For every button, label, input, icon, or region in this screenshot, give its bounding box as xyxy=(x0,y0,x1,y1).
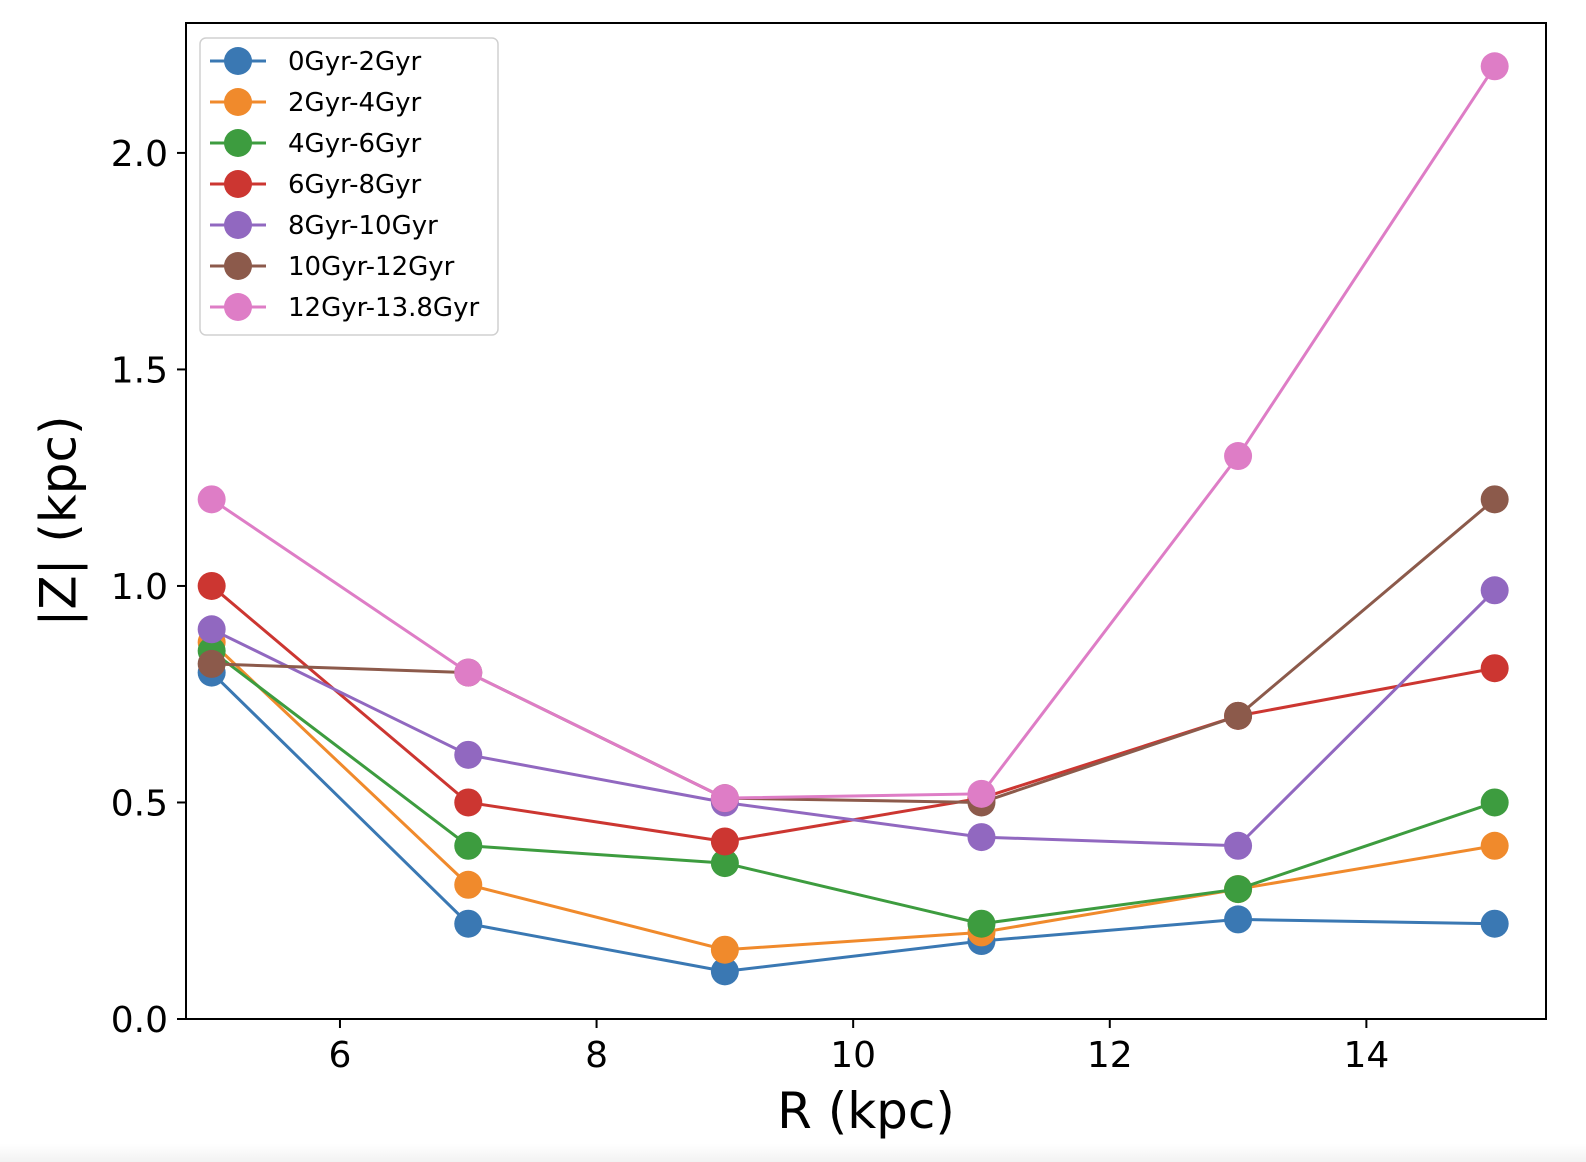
legend-label: 8Gyr-10Gyr xyxy=(288,211,438,241)
series-0Gyr-2Gyr xyxy=(197,658,1509,986)
x-axis-label: R (kpc) xyxy=(777,1082,955,1140)
data-point xyxy=(454,831,483,860)
data-point xyxy=(454,788,483,817)
legend-item: 0Gyr-2Gyr xyxy=(210,47,422,77)
legend-label: 2Gyr-4Gyr xyxy=(288,88,422,118)
data-point xyxy=(1224,905,1253,934)
data-point xyxy=(1224,831,1253,860)
data-point xyxy=(197,649,226,678)
legend-marker xyxy=(224,129,252,157)
data-point xyxy=(1224,875,1253,904)
series-line xyxy=(210,584,1495,843)
data-point xyxy=(710,784,739,813)
data-point xyxy=(197,571,226,600)
data-point xyxy=(1480,831,1509,860)
legend: 0Gyr-2Gyr 2Gyr-4Gyr 4Gyr-6Gyr 6Gyr-8Gyr 8Gyr… xyxy=(199,37,499,336)
plot-frame xyxy=(185,22,1547,1020)
data-point xyxy=(197,615,226,644)
legend-marker xyxy=(224,47,252,75)
legend-label: 4Gyr-6Gyr xyxy=(288,129,422,159)
x-tick-label: 8 xyxy=(585,1035,608,1076)
y-axis-label: |Z| (kpc) xyxy=(30,415,88,626)
data-point xyxy=(1480,576,1509,605)
data-point xyxy=(710,827,739,856)
legend-label: 12Gyr-13.8Gyr xyxy=(288,293,479,323)
legend-label: 6Gyr-8Gyr xyxy=(288,170,422,200)
legend-item: 4Gyr-6Gyr xyxy=(210,129,422,159)
data-point xyxy=(1480,52,1509,81)
legend-item: 2Gyr-4Gyr xyxy=(210,88,422,118)
legend-item: 12Gyr-13.8Gyr xyxy=(210,293,479,323)
series-8Gyr-10Gyr xyxy=(197,576,1509,860)
legend-label: 0Gyr-2Gyr xyxy=(288,47,422,77)
data-point xyxy=(710,935,739,964)
x-tick-label: 6 xyxy=(329,1035,352,1076)
data-point xyxy=(454,870,483,899)
legend-marker xyxy=(224,293,252,321)
series-line xyxy=(210,671,1495,973)
data-point xyxy=(1480,909,1509,938)
x-tick-label: 14 xyxy=(1343,1035,1389,1076)
data-point xyxy=(1480,788,1509,817)
data-point xyxy=(967,823,996,852)
series-line xyxy=(210,65,1496,800)
data-point xyxy=(454,740,483,769)
legend-item: 6Gyr-8Gyr xyxy=(210,170,422,200)
legend-marker xyxy=(224,252,252,280)
data-point xyxy=(454,909,483,938)
y-tick-label: 0.5 xyxy=(111,783,168,824)
legend-box xyxy=(199,37,499,336)
data-point xyxy=(1224,701,1253,730)
series-line xyxy=(211,589,1496,848)
data-point xyxy=(967,909,996,938)
data-point xyxy=(710,849,739,878)
y-tick-label: 0.0 xyxy=(111,1000,168,1041)
legend-marker xyxy=(224,88,252,116)
series-4Gyr-6Gyr xyxy=(197,636,1509,938)
x-tick-label: 12 xyxy=(1087,1035,1133,1076)
y-tick-label: 1.0 xyxy=(111,567,168,608)
data-point xyxy=(967,779,996,808)
data-point xyxy=(1480,485,1509,514)
y-tick-label: 2.0 xyxy=(111,134,168,175)
series-layer xyxy=(197,52,1509,986)
legend-marker xyxy=(224,211,252,239)
y-tick-label: 1.5 xyxy=(111,350,168,391)
axis-ticks: 6 8 10 12 14 0.0 0.5 1.0 1.5 2.0 xyxy=(111,134,1390,1076)
legend-marker xyxy=(224,170,252,198)
x-tick-label: 10 xyxy=(830,1035,876,1076)
legend-item: 8Gyr-10Gyr xyxy=(210,211,438,241)
data-point xyxy=(710,957,739,986)
data-point xyxy=(1480,654,1509,683)
legend-label: 10Gyr-12Gyr xyxy=(288,252,455,282)
bottom-edge-shadow xyxy=(0,1144,1586,1162)
series-line xyxy=(210,641,1495,952)
series-line xyxy=(210,649,1496,926)
series-line xyxy=(211,498,1496,804)
data-point xyxy=(454,658,483,687)
legend-item: 10Gyr-12Gyr xyxy=(210,252,455,282)
series-10Gyr-12Gyr xyxy=(197,485,1509,817)
data-point xyxy=(1224,442,1253,471)
data-point xyxy=(197,485,226,514)
series-12Gyr-13.8Gyr xyxy=(197,52,1509,813)
